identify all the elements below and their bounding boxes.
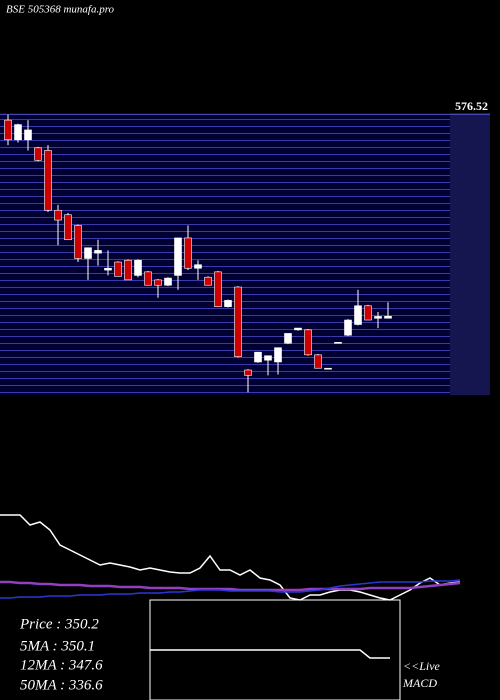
candle-body [204,276,212,286]
indicator-line [0,579,461,599]
candle-body [384,315,392,319]
candle-body [324,367,332,370]
candle-body [284,333,292,344]
candle-body [314,354,322,369]
candle-body [224,300,232,307]
candle-body [84,247,92,259]
candle-body [44,150,52,211]
candle-body [184,237,192,269]
candle-body [4,119,12,141]
legend-price: Price : 350.2 [19,616,99,632]
candle-body [134,259,142,276]
macd-label: <<Live [403,659,441,673]
candle-body [94,250,102,254]
candle-body [294,327,302,331]
candle-body [104,267,112,271]
candle-body [304,329,312,356]
candle-body [124,259,132,281]
candle-body [174,237,182,276]
candle-body [154,279,162,286]
candle-body [64,214,72,241]
indicator-line [0,514,461,601]
indicator-line [150,649,390,659]
price-scale [450,113,490,395]
indicator-line [0,580,461,592]
candle-body [74,225,82,259]
candle-body [274,347,282,363]
legend-50ma: 50MA : 336.6 [20,677,103,693]
y-tick-label: 576.52 [455,99,488,113]
candle-body [344,319,352,336]
candle-body [374,316,382,319]
candle-body [254,351,262,363]
candle-body [354,305,362,325]
candle-body [114,261,122,277]
candle-body [194,264,202,269]
candle-body [14,124,22,141]
legend-5ma: 5MA : 350.1 [20,638,95,654]
candle-body [34,147,42,161]
candle-body [54,209,62,221]
candle-body [164,277,172,286]
candle-body [214,271,222,307]
candle-body [364,305,372,321]
legend-12ma: 12MA : 347.6 [20,657,103,673]
macd-label: MACD [402,676,437,690]
candle-body [234,286,242,357]
candle-body [244,369,252,376]
candle-body [264,355,272,361]
chart-title: BSE 505368 munafa.pro [6,4,115,16]
candle-body [24,129,32,141]
candle-body [334,342,342,344]
candle-body [144,271,152,286]
price-panel [0,113,490,395]
